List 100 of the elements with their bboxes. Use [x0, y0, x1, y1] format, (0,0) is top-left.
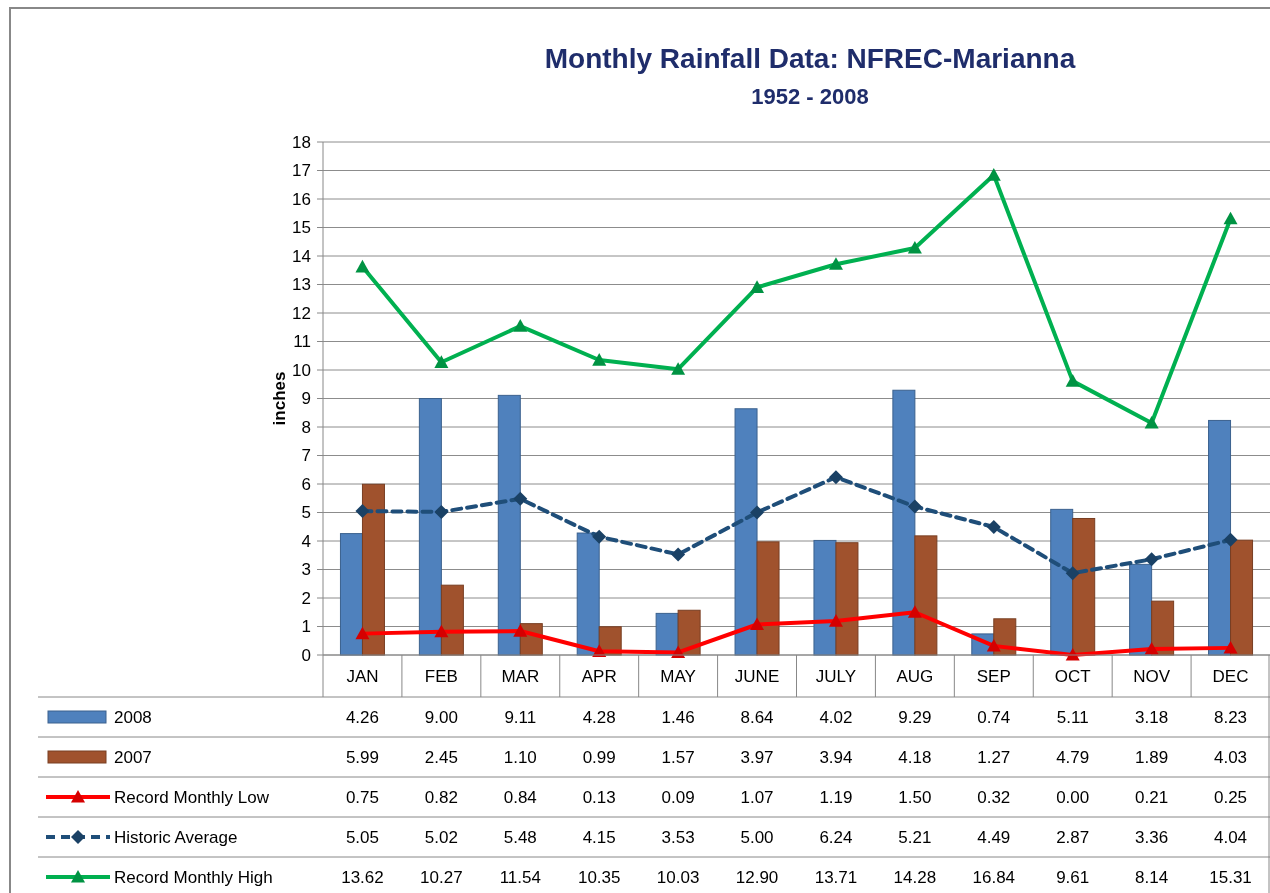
point [1065, 374, 1080, 387]
chart-subtitle: 1952 - 2008 [751, 84, 869, 109]
bar [1072, 517, 1096, 656]
y-tick-label: 4 [301, 531, 311, 551]
data-label: 5.05 [345, 827, 380, 847]
point [592, 353, 607, 366]
x-tick-label: MAY [660, 666, 696, 686]
data-label: 1.46 [661, 707, 695, 727]
y-tick-label: 8 [301, 417, 311, 437]
bar [892, 389, 916, 656]
x-tick-label: MAR [501, 666, 540, 686]
bar [1230, 539, 1254, 656]
point [750, 505, 765, 520]
point [1144, 642, 1159, 655]
data-label: 3.97 [740, 747, 774, 767]
data-label: 9.29 [898, 707, 932, 727]
point [907, 605, 922, 618]
data-label: 5.02 [424, 827, 458, 847]
y-tick-label: 11 [293, 332, 311, 352]
data-label: 0.00 [1056, 787, 1090, 807]
point [986, 520, 1001, 535]
bar [1208, 419, 1232, 656]
y-tick-label: 2 [301, 588, 311, 608]
point [513, 491, 528, 506]
point [434, 355, 449, 368]
data-label: 2.45 [424, 747, 458, 767]
point [828, 614, 843, 627]
bar [576, 532, 600, 656]
x-tick-label: JAN [346, 666, 379, 686]
y-tick-label: 15 [292, 218, 311, 238]
bar [835, 542, 859, 656]
x-tick-label: FEB [424, 666, 458, 686]
data-label: 0.25 [1213, 787, 1248, 807]
data-label: 3.36 [1135, 827, 1169, 847]
data-label: 8.14 [1135, 867, 1169, 887]
legend-label: 2007 [114, 747, 152, 767]
bar [418, 398, 442, 656]
x-tick-label: SEP [976, 666, 1011, 686]
y-tick-label: 12 [292, 303, 311, 323]
data-label: 10.35 [577, 867, 621, 887]
point [907, 499, 922, 514]
bar [1050, 508, 1074, 656]
data-label: 1.07 [740, 787, 774, 807]
data-label: 0.99 [582, 747, 616, 767]
y-tick-label: 10 [292, 360, 311, 380]
data-label: 13.62 [341, 867, 384, 887]
point [828, 470, 843, 485]
point [986, 168, 1001, 181]
y-tick-label: 1 [301, 617, 311, 637]
data-label: 8.23 [1213, 707, 1248, 727]
data-label: 4.03 [1213, 747, 1248, 767]
data-label: 8.64 [740, 707, 774, 727]
bar [339, 533, 363, 656]
y-tick-label: 9 [301, 389, 311, 409]
point [1065, 648, 1080, 661]
point [750, 617, 765, 631]
point [513, 624, 528, 637]
y-tick-label: 3 [301, 560, 311, 580]
x-tick-label: JUNE [734, 666, 780, 686]
data-label: 4.26 [345, 707, 380, 727]
point [1144, 416, 1159, 429]
data-label: 9.11 [504, 707, 537, 727]
data-label: 4.04 [1213, 827, 1248, 847]
data-label: 3.18 [1135, 707, 1169, 727]
data-label: 0.13 [582, 787, 616, 807]
y-tick-label: 18 [292, 132, 311, 152]
y-tick-label: 16 [292, 189, 311, 209]
point [592, 529, 607, 544]
bar [1129, 563, 1153, 656]
y-tick-label: 0 [301, 645, 311, 665]
data-label: 15.31 [1209, 867, 1252, 887]
legend-label: Record Monthly High [114, 867, 273, 887]
data-label: 11.54 [499, 867, 541, 887]
data-label: 1.19 [819, 787, 853, 807]
point [355, 259, 370, 273]
point [434, 624, 449, 638]
point [671, 547, 686, 562]
point [750, 280, 765, 293]
y-tick-label: 7 [301, 446, 311, 466]
point [1223, 211, 1238, 225]
y-tick-label: 5 [301, 503, 311, 523]
point [513, 319, 528, 332]
y-tick-label: 17 [292, 161, 311, 181]
legend-label: 2008 [114, 707, 152, 727]
data-label: 4.28 [582, 707, 616, 727]
data-label: 1.89 [1135, 747, 1169, 767]
data-label: 10.03 [656, 867, 700, 887]
bar [497, 394, 521, 656]
y-tick-label: 14 [292, 246, 311, 266]
data-label: 6.24 [819, 827, 853, 847]
chart-title: Monthly Rainfall Data: NFREC-Marianna [544, 43, 1076, 74]
data-label: 5.21 [898, 827, 932, 847]
data-label: 1.50 [898, 787, 932, 807]
data-label: 1.10 [503, 747, 537, 767]
bar [734, 408, 758, 656]
data-label: 10.27 [420, 867, 463, 887]
point [986, 638, 1001, 652]
x-tick-label: DEC [1212, 666, 1249, 686]
data-label: 14.28 [893, 867, 937, 887]
point [355, 626, 370, 640]
